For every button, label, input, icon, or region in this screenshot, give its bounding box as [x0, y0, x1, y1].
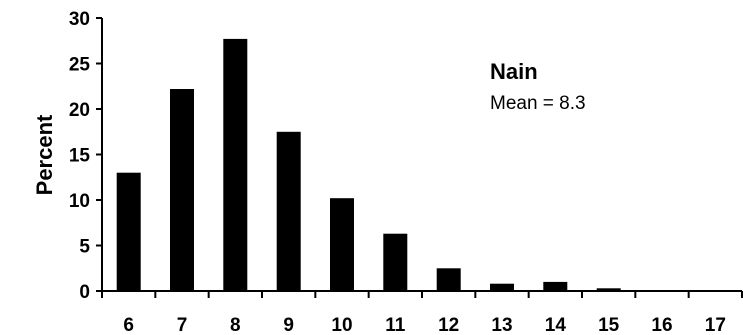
x-tick-label-6: 6 [123, 315, 134, 335]
x-tick-label-11: 11 [385, 315, 406, 335]
x-tick-label-9: 9 [283, 315, 294, 335]
bar-10 [330, 198, 354, 291]
bar-13 [490, 283, 514, 291]
x-tick-label-12: 12 [438, 315, 459, 335]
y-tick-label-5: 5 [79, 237, 90, 258]
x-tick-label-13: 13 [491, 315, 512, 335]
bar-15 [596, 288, 621, 291]
x-tick-label-17: 17 [705, 315, 726, 335]
y-tick-label-10: 10 [69, 191, 90, 212]
annotation-title: Nain [490, 59, 538, 84]
y-tick-label-30: 30 [69, 9, 90, 30]
bar-8 [223, 38, 248, 292]
x-tick-label-14: 14 [545, 315, 567, 335]
x-tick-label-10: 10 [331, 315, 352, 335]
y-tick-label-15: 15 [69, 146, 91, 167]
bars-group [116, 38, 621, 292]
x-axis: 6 7 8 9 10 11 12 13 14 15 16 17 [101, 290, 743, 335]
bar-7 [170, 89, 194, 291]
x-tick-label-15: 15 [598, 315, 620, 335]
x-tick-label-16: 16 [651, 315, 672, 335]
bar-9 [276, 131, 301, 292]
bar-14 [543, 281, 568, 291]
y-tick-label-0: 0 [79, 282, 90, 303]
bar-11 [383, 233, 408, 291]
bar-12 [436, 268, 461, 292]
x-tick-label-8: 8 [230, 315, 241, 335]
y-axis-label: Percent [32, 114, 57, 195]
y-tick-label-25: 25 [69, 55, 91, 76]
y-tick-label-20: 20 [69, 100, 90, 121]
x-tick-label-7: 7 [177, 315, 188, 335]
bar-6 [116, 172, 141, 291]
annotation-mean: Mean = 8.3 [490, 93, 586, 114]
y-axis: 0 5 10 15 20 25 30 [69, 9, 103, 303]
